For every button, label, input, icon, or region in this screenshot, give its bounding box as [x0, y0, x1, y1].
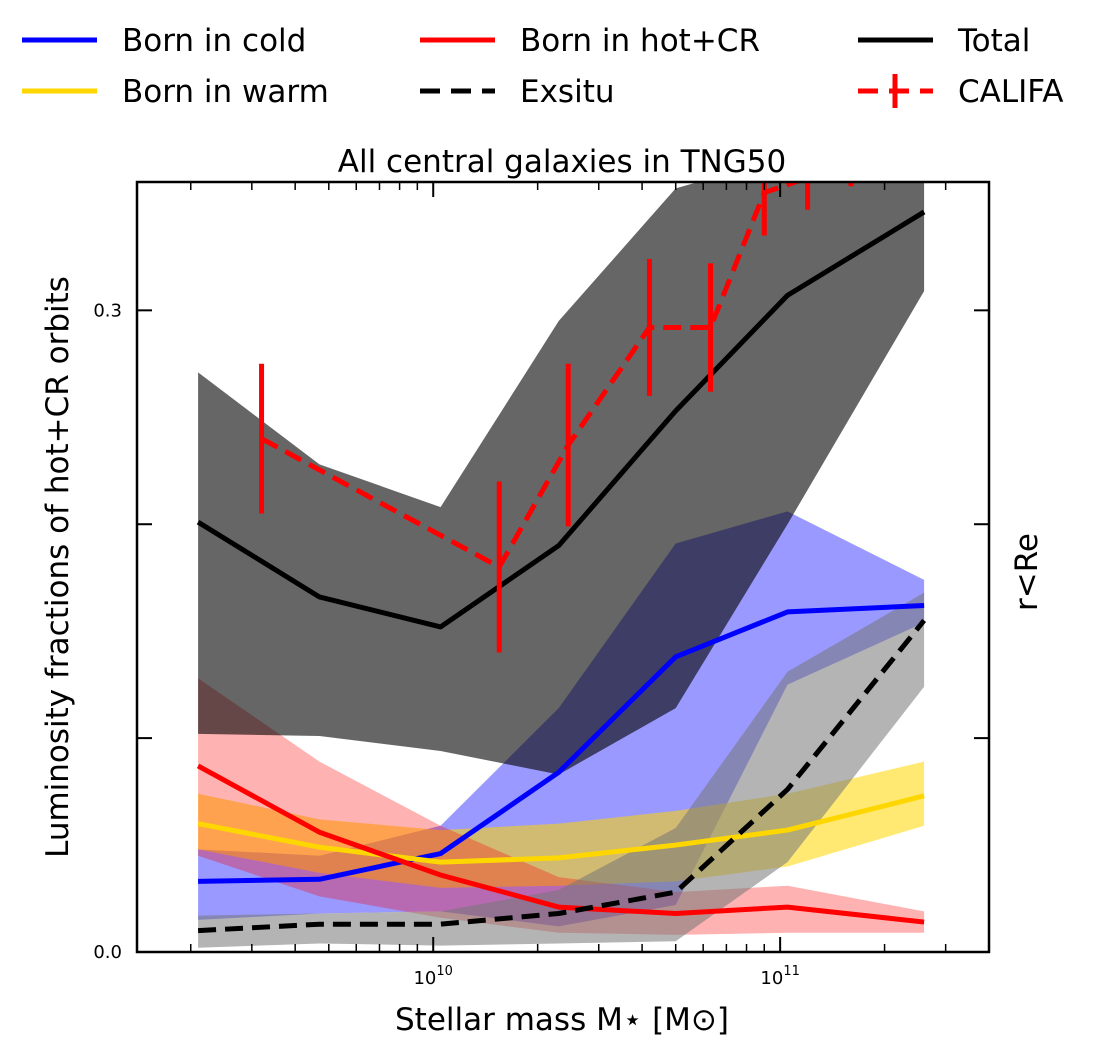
line-exsitu	[197, 618, 927, 934]
line-born-in-warm	[197, 793, 925, 865]
legend-item-califa: CALIFA	[858, 74, 1063, 110]
axes: 1010 1011 0.0 0.3	[93, 180, 991, 989]
y-tick-label: 0.0	[93, 942, 122, 963]
series-lines	[196, 182, 927, 934]
band-total	[198, 182, 925, 775]
chart-title: All central galaxies in TNG50	[338, 144, 786, 180]
legend-label: Born in warm	[122, 74, 329, 110]
line-total	[196, 209, 926, 630]
legend-item-exsitu: Exsitu	[420, 74, 615, 110]
confidence-bands	[198, 182, 925, 948]
x-tick-label: 1011	[760, 964, 799, 989]
y-axis-label: Luminosity fractions of hot+CR orbits	[40, 276, 76, 858]
legend: Born in cold Born in warm Born in hot+CR Ex…	[22, 23, 1063, 110]
band-exsitu	[198, 592, 925, 948]
line-born-in-hot-cr	[196, 763, 925, 925]
band-born-in-hot-cr	[198, 678, 925, 935]
line-califa	[260, 182, 803, 570]
y-tick-label: 0.3	[93, 300, 122, 321]
legend-label: Exsitu	[520, 74, 615, 110]
x-axis-label: Stellar mass M⋆ [M⊙]	[395, 1002, 729, 1038]
legend-label: Born in cold	[122, 23, 306, 59]
plot-frame	[135, 180, 991, 954]
legend-label: Born in hot+CR	[520, 23, 760, 59]
legend-item-born-in-hot-cr: Born in hot+CR	[420, 23, 760, 59]
legend-item-born-in-cold: Born in cold	[22, 23, 306, 59]
legend-label: CALIFA	[958, 74, 1063, 110]
line-born-in-cold	[198, 603, 925, 884]
legend-item-born-in-warm: Born in warm	[22, 74, 329, 110]
x-tick-label: 1010	[413, 964, 452, 989]
legend-item-total: Total	[858, 23, 1030, 59]
region-label: r<Re	[1009, 533, 1045, 611]
legend-label: Total	[957, 23, 1030, 59]
